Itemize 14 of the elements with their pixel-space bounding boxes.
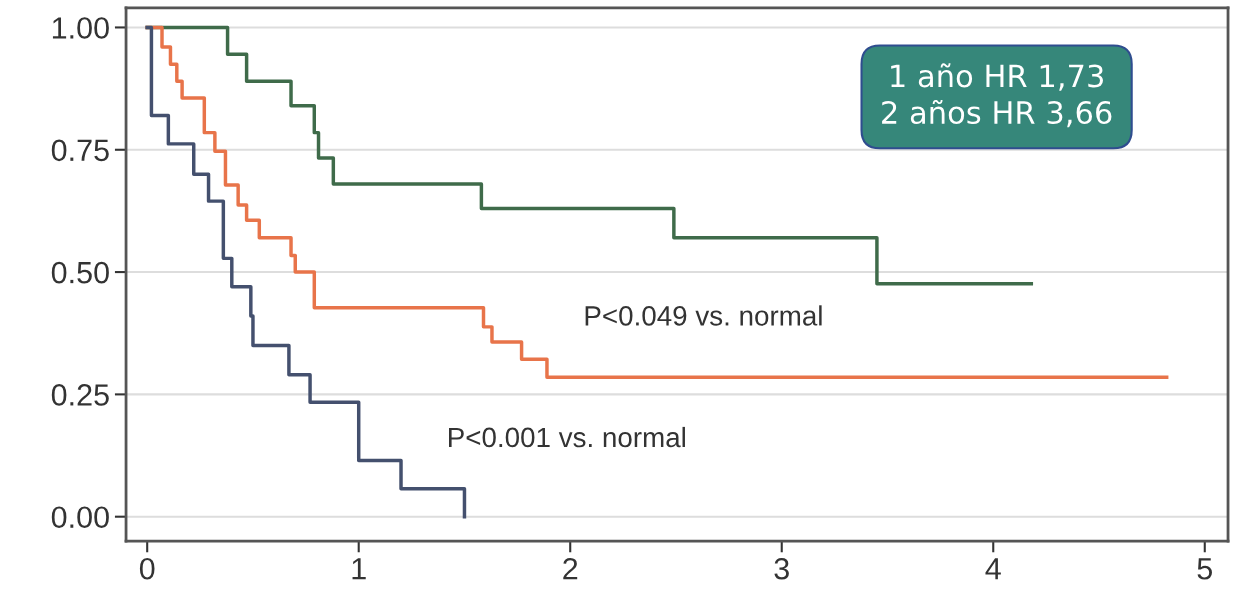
y-tick-label: 0.50 xyxy=(51,261,109,284)
x-tick-label: 4 xyxy=(985,558,1001,580)
annotation: P<0.049 vs. normal xyxy=(585,305,822,326)
y-tick-label: 0.25 xyxy=(51,384,109,406)
x-tick-label: 2 xyxy=(563,557,578,580)
y-tick-label: 0.75 xyxy=(51,139,109,162)
x-tick-label: 0 xyxy=(139,557,155,580)
annotation: P<0.001 vs. normal xyxy=(449,426,685,448)
x-tick-label: 1 xyxy=(352,558,366,580)
annotation: 1 año HR 1,73 2 años HR 3,66 xyxy=(882,63,1112,128)
x-tick-label: 5 xyxy=(1197,558,1212,580)
y-tick-label: 0.00 xyxy=(51,506,109,529)
y-tick-label: 1.00 xyxy=(52,17,109,39)
x-tick-label: 3 xyxy=(774,557,789,580)
